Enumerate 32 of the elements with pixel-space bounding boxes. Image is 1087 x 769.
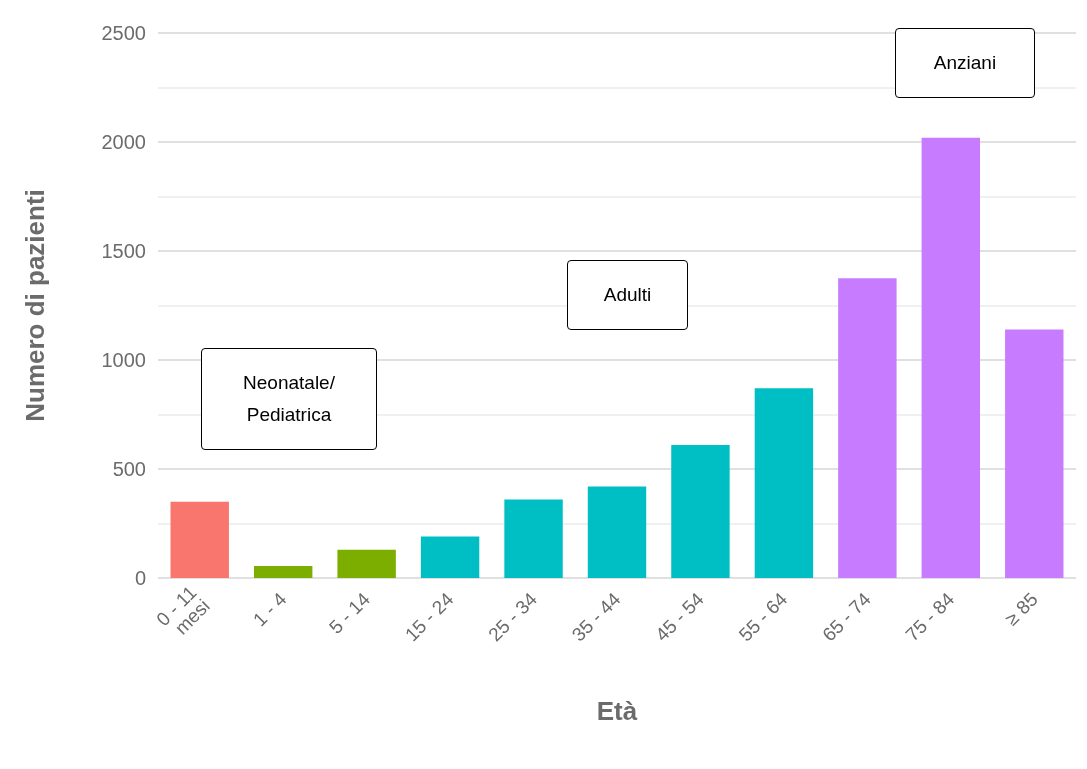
callout-box: Anziani	[895, 28, 1035, 98]
bar	[420, 536, 480, 578]
bar	[754, 388, 814, 578]
x-tick-label: 65 - 74	[818, 588, 875, 646]
bar	[671, 445, 730, 578]
y-tick-label: 0	[134, 567, 146, 589]
callout-box: Neonatale/ Pediatrica	[201, 348, 377, 450]
y-tick-label: 1500	[101, 240, 146, 262]
bar	[170, 501, 229, 578]
y-axis-title: Numero di pazienti	[20, 189, 50, 422]
y-tick-label: 500	[112, 458, 146, 480]
bar	[921, 137, 981, 578]
x-tick-label: 15 - 24	[400, 588, 458, 646]
bar	[504, 499, 563, 578]
y-tick-label: 2000	[101, 131, 146, 153]
x-tick-label: 1 - 4	[248, 588, 291, 631]
callout-box: Adulti	[567, 260, 688, 330]
x-tick-label: 25 - 34	[484, 588, 541, 646]
x-tick-label: 35 - 44	[567, 588, 625, 646]
y-tick-label: 1000	[101, 349, 146, 371]
x-tick-label: 75 - 84	[901, 588, 959, 646]
x-tick-label: 45 - 54	[651, 588, 708, 646]
x-tick-label: 55 - 64	[734, 588, 792, 646]
x-axis-title: Età	[596, 696, 638, 726]
bar	[587, 486, 647, 578]
x-tick-label: ≥ 85	[1000, 588, 1042, 630]
x-tick-label: 5 - 14	[324, 588, 375, 638]
bar	[337, 549, 396, 578]
bar	[253, 566, 313, 578]
y-tick-label: 2500	[101, 22, 146, 44]
bar	[838, 278, 897, 578]
bar	[1005, 329, 1064, 578]
